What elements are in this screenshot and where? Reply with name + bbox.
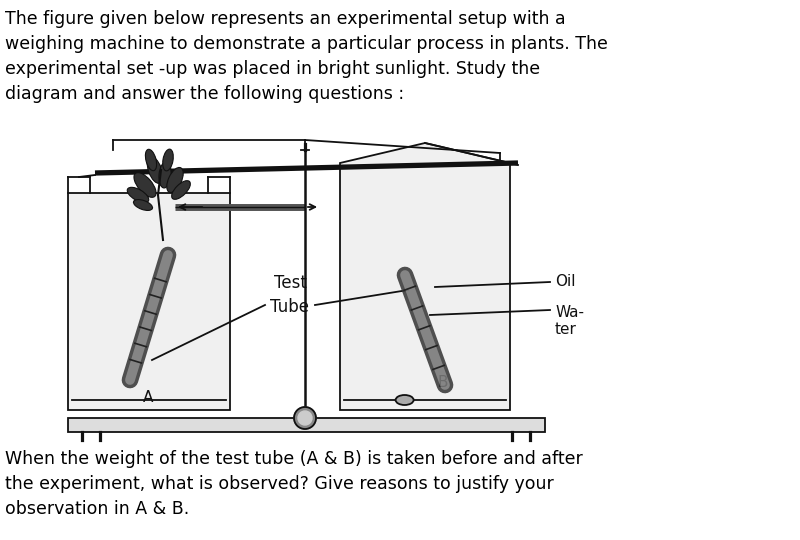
- Text: Oil: Oil: [555, 274, 575, 289]
- Ellipse shape: [166, 167, 183, 193]
- Circle shape: [294, 407, 316, 429]
- Ellipse shape: [172, 181, 190, 199]
- Text: B: B: [438, 375, 448, 390]
- Text: Wa-
ter: Wa- ter: [555, 305, 584, 338]
- Ellipse shape: [147, 157, 162, 184]
- Text: A: A: [143, 390, 153, 405]
- Ellipse shape: [396, 395, 414, 405]
- Text: Test
Tube: Test Tube: [270, 274, 310, 316]
- Bar: [68, 193, 230, 410]
- Ellipse shape: [134, 173, 156, 197]
- Circle shape: [298, 411, 312, 425]
- Text: When the weight of the test tube (A & B) is taken before and after
the experimen: When the weight of the test tube (A & B)…: [5, 450, 582, 518]
- Ellipse shape: [159, 162, 171, 188]
- Polygon shape: [340, 143, 510, 410]
- Bar: [68, 418, 545, 432]
- Ellipse shape: [127, 187, 149, 202]
- Ellipse shape: [146, 149, 157, 171]
- Ellipse shape: [134, 200, 153, 211]
- Text: The figure given below represents an experimental setup with a
weighing machine : The figure given below represents an exp…: [5, 10, 608, 103]
- Ellipse shape: [162, 149, 174, 171]
